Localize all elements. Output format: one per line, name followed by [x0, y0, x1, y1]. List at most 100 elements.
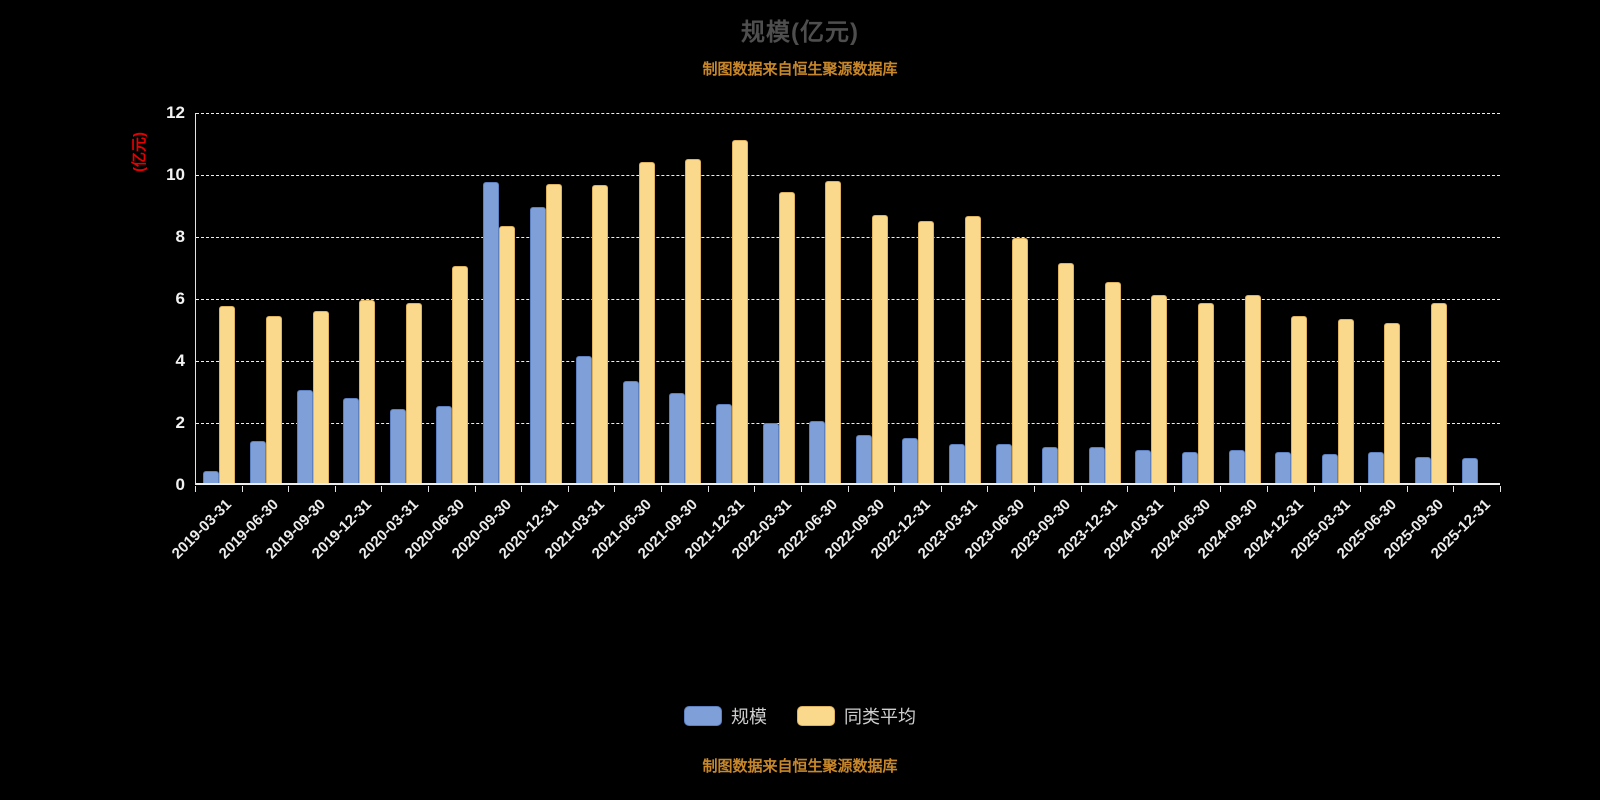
- x-axis-tick: [1360, 486, 1362, 492]
- x-axis-tick: [661, 486, 663, 492]
- bar-peer-average: [1198, 303, 1215, 483]
- bar-peer-average: [825, 180, 842, 483]
- x-axis-tick: [987, 486, 989, 492]
- bar-scale: [1088, 447, 1105, 483]
- x-axis-tick: [1220, 486, 1222, 492]
- x-axis-tick: [567, 486, 569, 492]
- bar-scale: [203, 470, 220, 483]
- legend-label: 规模: [731, 707, 767, 727]
- bar-scale: [296, 390, 313, 483]
- bar-peer-average: [1058, 262, 1075, 483]
- x-axis-tick: [754, 486, 756, 492]
- bar-scale: [529, 207, 546, 483]
- y-tick-label: 6: [175, 289, 185, 308]
- legend-label: 同类平均: [844, 707, 916, 727]
- bar-peer-average: [918, 221, 935, 483]
- bar-peer-average: [638, 162, 655, 483]
- x-axis-tick: [800, 486, 802, 492]
- bar-scale: [1461, 458, 1478, 483]
- bar-scale: [1275, 452, 1292, 483]
- x-axis-tick: [940, 486, 942, 492]
- bar-peer-average: [1151, 295, 1168, 483]
- bar-peer-average: [1104, 281, 1121, 483]
- bar-scale: [1321, 453, 1338, 483]
- bar-scale: [249, 441, 266, 483]
- gridline: [196, 423, 1500, 424]
- bar-peer-average: [359, 300, 376, 483]
- y-tick-label: 0: [175, 475, 185, 494]
- bar-peer-average: [1291, 315, 1308, 483]
- x-axis-tick: [381, 486, 383, 492]
- bar-peer-average: [871, 214, 888, 483]
- x-axis-tick: [521, 486, 523, 492]
- bar-scale: [1228, 450, 1245, 483]
- x-axis-tick: [1266, 486, 1268, 492]
- y-tick-label: 10: [166, 165, 185, 184]
- bar-peer-average: [219, 306, 236, 483]
- bar-peer-average: [778, 191, 795, 483]
- bar-scale: [343, 397, 360, 483]
- gridline: [196, 361, 1500, 362]
- bar-scale: [902, 438, 919, 483]
- bar-scale: [855, 434, 872, 483]
- legend: 规模 同类平均: [0, 703, 1600, 729]
- bar-scale: [949, 444, 966, 483]
- bar-scale: [1368, 452, 1385, 483]
- bar-peer-average: [498, 225, 515, 483]
- x-axis-tick: [1453, 486, 1455, 492]
- x-axis-tick: [847, 486, 849, 492]
- legend-swatch: [684, 706, 722, 726]
- bar-peer-average: [965, 216, 982, 483]
- legend-item-peer-average[interactable]: 同类平均: [797, 703, 916, 729]
- bar-peer-average: [1431, 303, 1448, 483]
- x-axis-tick: [614, 486, 616, 492]
- chart-subtitle: 制图数据来自恒生聚源数据库: [702, 61, 898, 78]
- plot-area: [195, 113, 1500, 485]
- bar-scale: [1042, 447, 1059, 483]
- gridline: [196, 299, 1500, 300]
- x-axis-tick: [1173, 486, 1175, 492]
- x-axis-tick: [1127, 486, 1129, 492]
- legend-item-scale[interactable]: 规模: [684, 703, 767, 729]
- x-axis-tick: [1033, 486, 1035, 492]
- y-tick-label: 2: [175, 413, 185, 432]
- bar-scale: [995, 444, 1012, 483]
- y-tick-label: 8: [175, 227, 185, 246]
- bar-peer-average: [685, 159, 702, 483]
- x-axis-tick: [288, 486, 290, 492]
- bar-peer-average: [545, 183, 562, 483]
- bar-peer-average: [1244, 295, 1261, 483]
- bar-scale: [482, 182, 499, 483]
- bar-scale: [1415, 456, 1432, 483]
- bar-scale: [809, 421, 826, 483]
- bar-scale: [1182, 452, 1199, 483]
- bar-peer-average: [592, 185, 609, 483]
- bar-peer-average: [452, 266, 469, 483]
- bar-scale: [669, 393, 686, 483]
- bar-peer-average: [1337, 318, 1354, 483]
- gridline: [196, 113, 1500, 114]
- x-axis-tick: [334, 486, 336, 492]
- bar-peer-average: [312, 310, 329, 483]
- x-axis-tick: [1406, 486, 1408, 492]
- bar-scale: [715, 403, 732, 483]
- x-axis-tick: [1080, 486, 1082, 492]
- chart-title: 规模(亿元): [741, 19, 859, 46]
- x-axis-tick: [474, 486, 476, 492]
- bar-peer-average: [1011, 238, 1028, 483]
- y-tick-label: 12: [166, 103, 185, 122]
- bar-peer-average: [405, 303, 422, 483]
- y-tick-label: 4: [175, 351, 185, 370]
- bar-scale: [762, 422, 779, 483]
- bar-peer-average: [731, 140, 748, 483]
- bar-peer-average: [1384, 323, 1401, 483]
- x-axis-tick: [707, 486, 709, 492]
- bar-scale: [389, 408, 406, 483]
- gridline: [196, 237, 1500, 238]
- x-axis-tick: [195, 486, 196, 492]
- gridline: [196, 175, 1500, 176]
- bar-scale: [436, 405, 453, 483]
- x-axis-tick: [428, 486, 430, 492]
- x-axis-tick: [241, 486, 243, 492]
